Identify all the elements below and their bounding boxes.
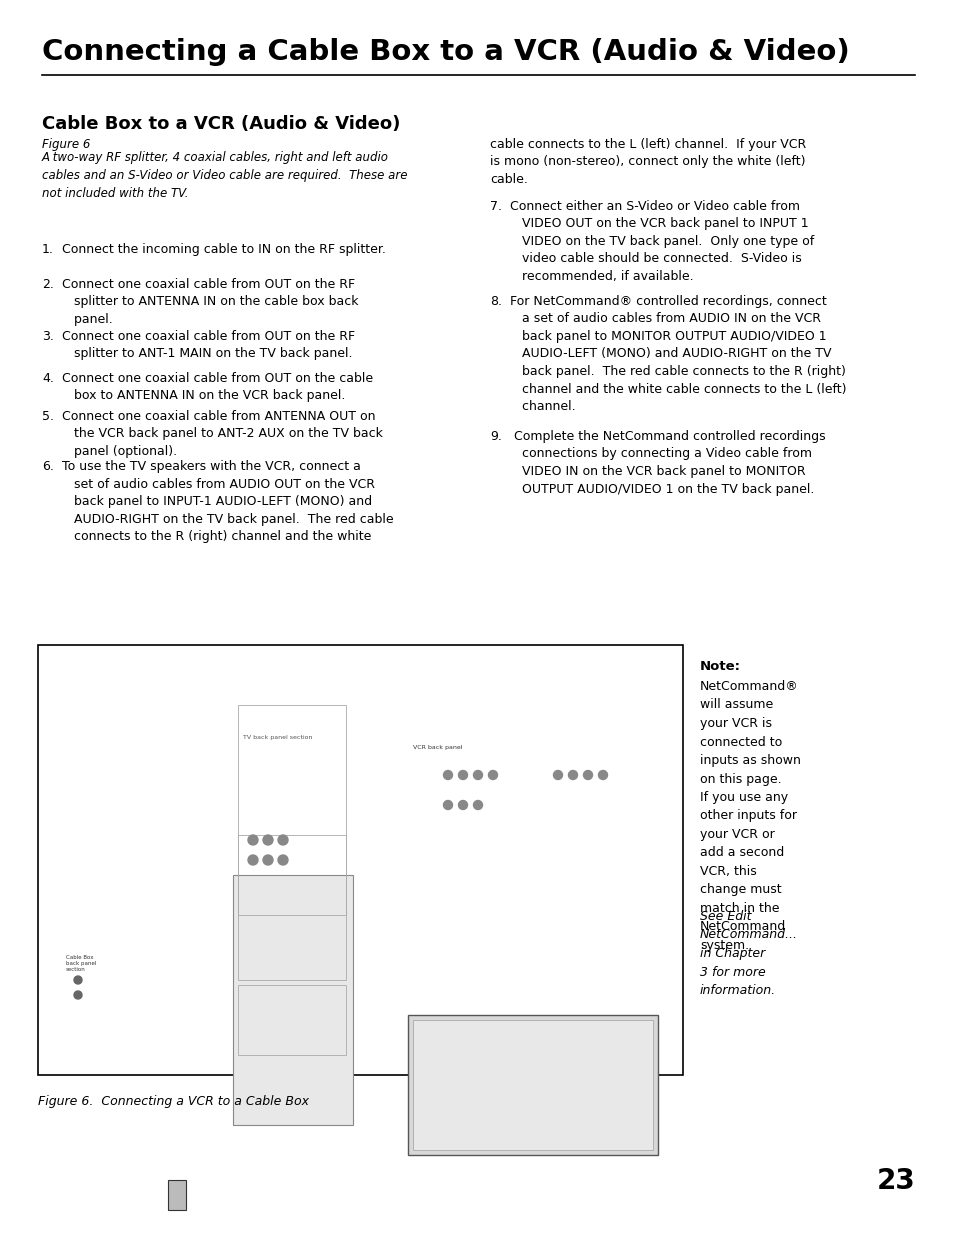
Text: 8.: 8.	[490, 295, 501, 308]
Circle shape	[553, 771, 562, 779]
Circle shape	[263, 855, 273, 864]
Text: cable connects to the L (left) channel.  If your VCR
is mono (non-stereo), conne: cable connects to the L (left) channel. …	[490, 138, 805, 186]
Text: 6.: 6.	[42, 459, 53, 473]
Text: Figure 6.  Connecting a VCR to a Cable Box: Figure 6. Connecting a VCR to a Cable Bo…	[38, 1095, 309, 1108]
Bar	[168, 1179, 186, 1210]
Text: Cable Box to a VCR (Audio & Video): Cable Box to a VCR (Audio & Video)	[42, 115, 400, 133]
Text: 2.: 2.	[42, 278, 53, 291]
Bar	[408, 1015, 658, 1155]
Circle shape	[443, 771, 452, 779]
Circle shape	[277, 835, 288, 845]
Text: VCR back panel: VCR back panel	[413, 745, 462, 750]
Circle shape	[443, 800, 452, 809]
Circle shape	[74, 976, 82, 984]
Text: For NetCommand® controlled recordings, connect
    a set of audio cables from AU: For NetCommand® controlled recordings, c…	[505, 295, 845, 412]
Circle shape	[488, 771, 497, 779]
Text: Connect either an S-Video or Video cable from
    VIDEO OUT on the VCR back pane: Connect either an S-Video or Video cable…	[505, 200, 814, 283]
Circle shape	[263, 835, 273, 845]
Text: Connect one coaxial cable from ANTENNA OUT on
    the VCR back panel to ANT-2 AU: Connect one coaxial cable from ANTENNA O…	[58, 410, 382, 458]
Circle shape	[74, 990, 82, 999]
Circle shape	[473, 771, 482, 779]
Bar	[413, 1020, 652, 1150]
Text: Cable Box
back panel
section: Cable Box back panel section	[66, 955, 96, 972]
Circle shape	[473, 800, 482, 809]
Circle shape	[568, 771, 577, 779]
Text: TV back panel section: TV back panel section	[243, 735, 313, 740]
Text: Note:: Note:	[700, 659, 740, 673]
Circle shape	[583, 771, 592, 779]
Bar	[237, 986, 346, 1055]
Circle shape	[277, 855, 288, 864]
Text: 23: 23	[877, 1167, 915, 1195]
Circle shape	[458, 771, 467, 779]
Circle shape	[248, 855, 257, 864]
Text: A two-way RF splitter, 4 coaxial cables, right and left audio
cables and an S-Vi: A two-way RF splitter, 4 coaxial cables,…	[42, 151, 407, 200]
Text: 5.: 5.	[42, 410, 54, 424]
Text: Connecting a Cable Box to a VCR (Audio & Video): Connecting a Cable Box to a VCR (Audio &…	[42, 38, 849, 65]
Circle shape	[248, 835, 257, 845]
Circle shape	[598, 771, 607, 779]
Text: Complete the NetCommand controlled recordings
    connections by connecting a Vi: Complete the NetCommand controlled recor…	[505, 430, 824, 495]
Bar	[38, 645, 682, 1074]
Bar	[233, 876, 353, 1125]
Text: Connect one coaxial cable from OUT on the RF
    splitter to ANT-1 MAIN on the T: Connect one coaxial cable from OUT on th…	[58, 330, 355, 361]
Text: Connect one coaxial cable from OUT on the RF
    splitter to ANTENNA IN on the c: Connect one coaxial cable from OUT on th…	[58, 278, 358, 326]
Text: 7.: 7.	[490, 200, 501, 212]
Text: 1.: 1.	[42, 243, 53, 256]
Text: Figure 6: Figure 6	[42, 138, 91, 151]
Text: 4.: 4.	[42, 372, 53, 385]
Text: See Edit
NetCommand...
in Chapter
3 for more
information.: See Edit NetCommand... in Chapter 3 for …	[700, 910, 797, 997]
Text: Connect the incoming cable to IN on the RF splitter.: Connect the incoming cable to IN on the …	[58, 243, 385, 256]
Text: 3.: 3.	[42, 330, 53, 343]
Text: To use the TV speakers with the VCR, connect a
    set of audio cables from AUDI: To use the TV speakers with the VCR, con…	[58, 459, 394, 543]
Circle shape	[458, 800, 467, 809]
Bar	[237, 705, 346, 915]
Text: NetCommand®
will assume
your VCR is
connected to
inputs as shown
on this page.
I: NetCommand® will assume your VCR is conn…	[700, 680, 800, 952]
Text: 9.: 9.	[490, 430, 501, 443]
Bar	[237, 835, 346, 981]
Text: Connect one coaxial cable from OUT on the cable
    box to ANTENNA IN on the VCR: Connect one coaxial cable from OUT on th…	[58, 372, 373, 403]
